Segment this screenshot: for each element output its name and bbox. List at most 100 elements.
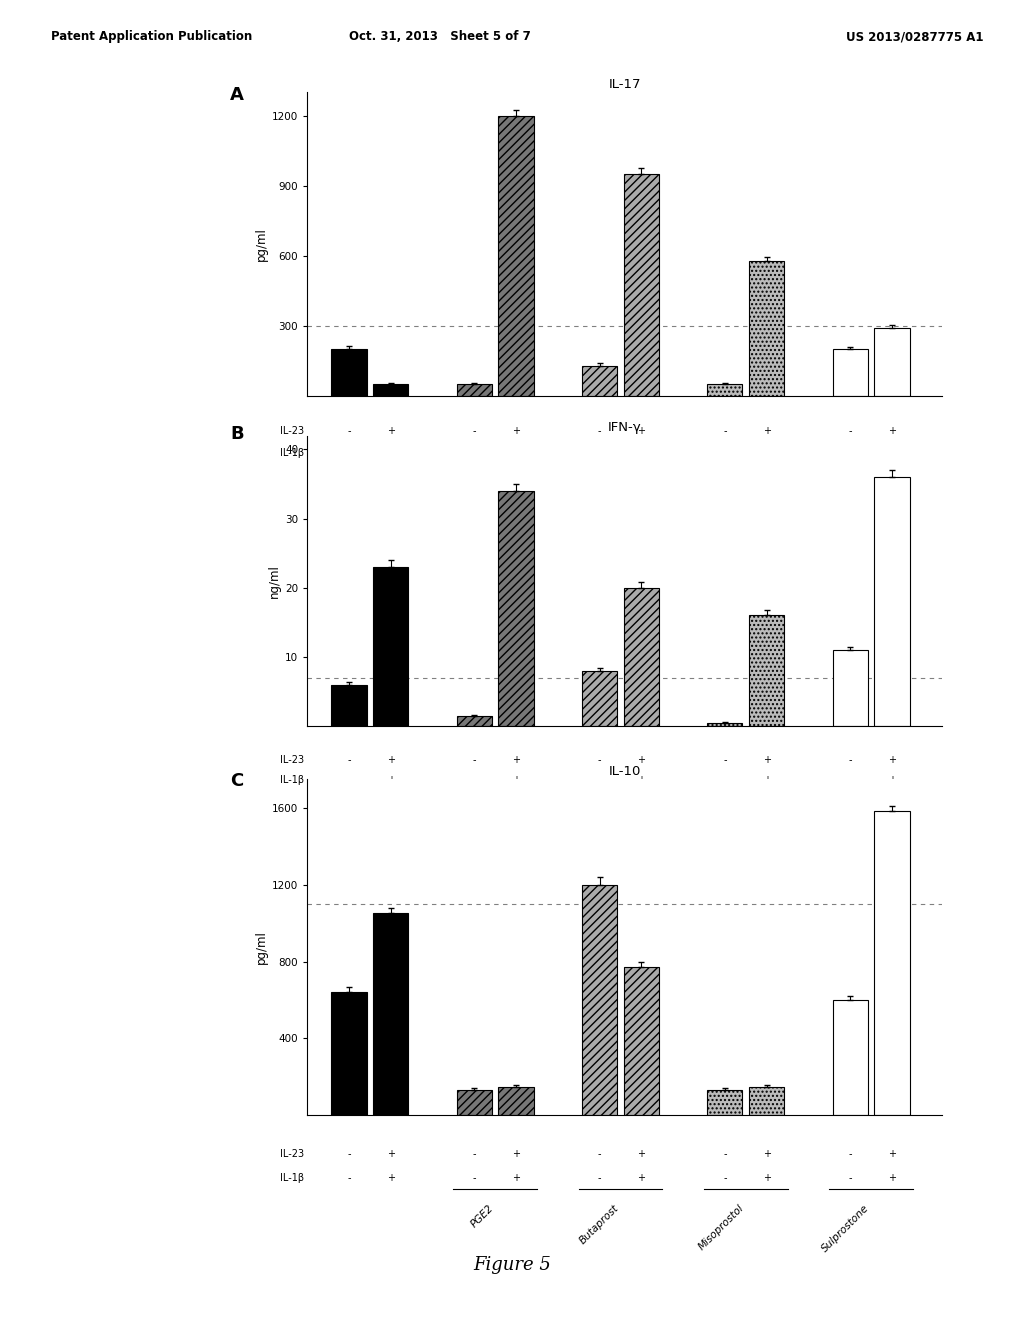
- Text: IL-1β: IL-1β: [280, 775, 304, 785]
- Text: Sulprostone: Sulprostone: [820, 1203, 871, 1254]
- Text: -: -: [472, 447, 476, 458]
- Text: +: +: [512, 426, 520, 437]
- Text: +: +: [763, 755, 771, 766]
- Text: Sulprostone: Sulprostone: [820, 475, 871, 527]
- Text: -: -: [849, 447, 852, 458]
- Text: +: +: [763, 447, 771, 458]
- Text: A: A: [230, 86, 245, 104]
- Text: IL-23: IL-23: [280, 755, 304, 766]
- Text: -: -: [347, 755, 350, 766]
- Text: -: -: [598, 755, 601, 766]
- Text: +: +: [512, 1172, 520, 1183]
- Text: -: -: [723, 426, 727, 437]
- Bar: [750, 615, 784, 726]
- Bar: [457, 1090, 492, 1115]
- Text: -: -: [598, 447, 601, 458]
- Bar: [373, 568, 409, 726]
- Text: -: -: [598, 1148, 601, 1159]
- Text: IL-1β: IL-1β: [280, 1172, 304, 1183]
- Text: -: -: [472, 775, 476, 785]
- Bar: [332, 993, 367, 1115]
- Bar: [708, 384, 742, 396]
- Y-axis label: pg/ml: pg/ml: [255, 227, 267, 261]
- Text: -: -: [598, 426, 601, 437]
- Bar: [499, 1086, 534, 1115]
- Text: IL-23: IL-23: [280, 426, 304, 437]
- Text: -: -: [723, 1148, 727, 1159]
- Text: -: -: [849, 755, 852, 766]
- Bar: [624, 174, 658, 396]
- Text: +: +: [888, 447, 896, 458]
- Text: PGE2: PGE2: [469, 801, 496, 828]
- Text: -: -: [723, 447, 727, 458]
- Text: +: +: [763, 775, 771, 785]
- Bar: [874, 329, 909, 396]
- Text: -: -: [723, 1172, 727, 1183]
- Text: -: -: [723, 775, 727, 785]
- Text: -: -: [849, 775, 852, 785]
- Text: -: -: [347, 426, 350, 437]
- Text: -: -: [347, 775, 350, 785]
- Title: IL-10: IL-10: [608, 764, 641, 777]
- Bar: [833, 649, 867, 726]
- Text: +: +: [387, 426, 394, 437]
- Text: B: B: [230, 425, 244, 444]
- Text: -: -: [849, 1172, 852, 1183]
- Text: Butaprost: Butaprost: [578, 801, 621, 845]
- Bar: [457, 715, 492, 726]
- Text: +: +: [387, 1148, 394, 1159]
- Text: +: +: [637, 755, 645, 766]
- Title: IL-17: IL-17: [608, 78, 641, 91]
- Text: Figure 5: Figure 5: [473, 1255, 551, 1274]
- Text: Butaprost: Butaprost: [578, 1203, 621, 1246]
- Text: US 2013/0287775 A1: US 2013/0287775 A1: [846, 30, 983, 44]
- Text: +: +: [888, 1148, 896, 1159]
- Bar: [874, 812, 909, 1115]
- Y-axis label: ng/ml: ng/ml: [268, 564, 281, 598]
- Text: +: +: [512, 775, 520, 785]
- Text: Misoprostol: Misoprostol: [696, 801, 745, 850]
- Text: Misoprostol: Misoprostol: [696, 1203, 745, 1253]
- Text: PGE2: PGE2: [469, 1203, 496, 1229]
- Text: +: +: [888, 426, 896, 437]
- Text: C: C: [230, 772, 244, 791]
- Bar: [708, 722, 742, 726]
- Bar: [373, 913, 409, 1115]
- Text: Butaprost: Butaprost: [578, 475, 621, 517]
- Text: IL-1β: IL-1β: [280, 447, 304, 458]
- Bar: [833, 350, 867, 396]
- Text: -: -: [347, 1148, 350, 1159]
- Text: +: +: [888, 775, 896, 785]
- Text: -: -: [598, 1172, 601, 1183]
- Text: +: +: [637, 447, 645, 458]
- Text: Oct. 31, 2013   Sheet 5 of 7: Oct. 31, 2013 Sheet 5 of 7: [349, 30, 531, 44]
- Text: +: +: [637, 1148, 645, 1159]
- Text: Misoprostol: Misoprostol: [696, 475, 745, 524]
- Text: +: +: [512, 447, 520, 458]
- Text: +: +: [763, 1148, 771, 1159]
- Text: -: -: [472, 426, 476, 437]
- Text: +: +: [512, 755, 520, 766]
- Text: +: +: [637, 775, 645, 785]
- Text: +: +: [637, 1172, 645, 1183]
- Text: -: -: [472, 755, 476, 766]
- Text: -: -: [723, 755, 727, 766]
- Text: +: +: [387, 775, 394, 785]
- Bar: [624, 968, 658, 1115]
- Y-axis label: pg/ml: pg/ml: [255, 931, 267, 964]
- Text: +: +: [512, 1148, 520, 1159]
- Text: Patent Application Publication: Patent Application Publication: [51, 30, 253, 44]
- Bar: [332, 350, 367, 396]
- Bar: [582, 884, 617, 1115]
- Text: +: +: [888, 755, 896, 766]
- Text: -: -: [849, 426, 852, 437]
- Bar: [373, 384, 409, 396]
- Bar: [624, 587, 658, 726]
- Bar: [332, 685, 367, 726]
- Bar: [750, 260, 784, 396]
- Bar: [833, 1001, 867, 1115]
- Text: +: +: [387, 1172, 394, 1183]
- Bar: [750, 1086, 784, 1115]
- Text: -: -: [472, 1148, 476, 1159]
- Text: +: +: [387, 447, 394, 458]
